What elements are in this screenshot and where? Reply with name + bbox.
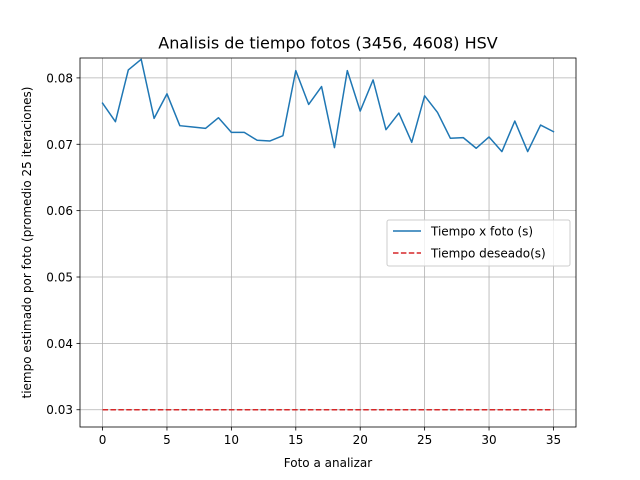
- x-tick-label: 0: [99, 433, 107, 447]
- x-tick-label: 20: [353, 433, 368, 447]
- y-axis-label: tiempo estimado por foto (promedio 25 it…: [20, 87, 34, 399]
- y-tick-label: 0.03: [46, 403, 73, 417]
- plot-area-frame: [79, 57, 577, 428]
- x-tick-label: 30: [481, 433, 496, 447]
- y-tick-label: 0.06: [46, 204, 73, 218]
- x-axis-label: Foto a analizar: [284, 456, 372, 470]
- y-tick-label: 0.08: [46, 71, 73, 85]
- x-tick-label: 35: [546, 433, 561, 447]
- legend: Tiempo x foto (s) Tiempo deseado(s): [386, 219, 571, 267]
- y-tick-label: 0.05: [46, 271, 73, 285]
- x-tick-label: 15: [288, 433, 303, 447]
- y-tick-label: 0.04: [46, 337, 73, 351]
- series-lines: [101, 58, 555, 411]
- series-line-tiempo-x-foto: [101, 58, 555, 153]
- axis-ticks: 0 5 10 15 20 25 30 35 0.03 0.04 0.05 0.06 0.07 0.08: [46, 71, 561, 447]
- legend-label-tiempo-deseado: Tiempo deseado(s): [430, 247, 546, 261]
- x-tick-label: 10: [224, 433, 239, 447]
- x-tick-label: 25: [417, 433, 432, 447]
- x-tick-label: 5: [163, 433, 171, 447]
- legend-label-tiempo-x-foto: Tiempo x foto (s): [430, 225, 533, 239]
- y-tick-label: 0.07: [46, 138, 73, 152]
- legend-box: [386, 219, 571, 267]
- chart-title: Analisis de tiempo fotos (3456, 4608) HS…: [158, 34, 498, 53]
